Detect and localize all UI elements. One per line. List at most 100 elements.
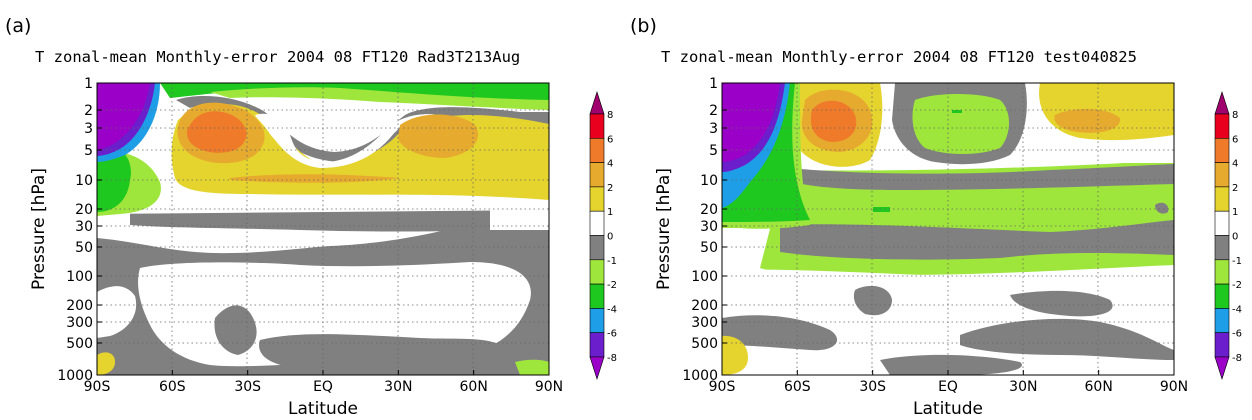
y-tick-label: 20 bbox=[75, 202, 93, 218]
colorbar-label: -8 bbox=[1232, 353, 1242, 364]
colorbar-label: 8 bbox=[1232, 110, 1238, 121]
y-tick-label: 2 bbox=[84, 103, 93, 119]
contour-b-red-left bbox=[810, 100, 857, 142]
panel-b: (b) T zonal-mean Monthly-error 2004 08 F… bbox=[630, 15, 1242, 419]
y-tick-label: 30 bbox=[75, 219, 93, 235]
x-tick-label: 30N bbox=[384, 379, 412, 395]
contour-b-yellow-bottom-left bbox=[722, 335, 748, 375]
colorbar-segment bbox=[589, 235, 605, 261]
y-tick-label: 10 bbox=[75, 173, 93, 189]
panel-a: (a) T zonal-mean Monthly-error 2004 08 F… bbox=[5, 15, 617, 419]
colorbar-segment bbox=[1214, 138, 1230, 163]
contour-b-orange-right bbox=[1054, 108, 1121, 133]
colorbar-segment bbox=[1214, 283, 1230, 309]
panel-a-grid bbox=[97, 83, 549, 375]
contour-a-green-bottom-right bbox=[515, 359, 549, 375]
contour-b-green-dot-2 bbox=[873, 207, 890, 212]
colorbar-segment bbox=[589, 138, 605, 163]
y-tick-label: 1 bbox=[709, 76, 718, 92]
colorbar-segment bbox=[589, 332, 605, 358]
colorbar-label: -6 bbox=[1232, 329, 1242, 340]
x-tick-label: 30S bbox=[859, 379, 886, 395]
contour-a-orange-thin bbox=[230, 174, 400, 183]
y-tick-label: 100 bbox=[691, 269, 718, 285]
y-tick-label: 3 bbox=[709, 121, 718, 137]
colorbar-bottom-triangle bbox=[1214, 356, 1230, 380]
panel-b-ylabel: Pressure [hPa] bbox=[654, 168, 674, 290]
contour-a-gray-blob-2 bbox=[259, 334, 511, 370]
contour-a-orange-right bbox=[398, 114, 479, 158]
colorbar-segment bbox=[589, 259, 605, 285]
y-tick-label: 20 bbox=[700, 202, 718, 218]
contour-b-purple-left bbox=[722, 83, 780, 162]
colorbar-label: 0 bbox=[1232, 232, 1238, 243]
colorbar-segment bbox=[1214, 162, 1230, 188]
contour-b-gray-blob-1 bbox=[722, 315, 838, 351]
contour-a-red-left bbox=[187, 111, 247, 153]
contour-b-gray-blob-3 bbox=[1010, 290, 1113, 317]
x-tick-label: 60S bbox=[159, 379, 186, 395]
colorbar-segment bbox=[1214, 210, 1230, 236]
panel-b-label: (b) bbox=[630, 15, 657, 37]
colorbar-label: 2 bbox=[1232, 183, 1238, 194]
colorbar-segment bbox=[589, 283, 605, 309]
colorbar-segment bbox=[589, 113, 605, 139]
colorbar-label: -4 bbox=[1232, 304, 1242, 315]
colorbar-label: 1 bbox=[1232, 207, 1238, 218]
y-tick-label: 1 bbox=[84, 76, 93, 92]
y-tick-label: 500 bbox=[691, 336, 718, 352]
contour-b-gray-blob-2 bbox=[960, 318, 1174, 360]
colorbar-segment bbox=[1214, 235, 1230, 261]
y-tick-label: 500 bbox=[66, 336, 93, 352]
colorbar-label: 1 bbox=[607, 207, 613, 218]
colorbar-segment bbox=[1214, 186, 1230, 212]
contour-b-lightgreen-ring bbox=[912, 94, 1009, 154]
y-tick-label: 300 bbox=[691, 315, 718, 331]
colorbar-label: 0 bbox=[607, 232, 613, 243]
panel-a-colorbar: 8 6 4 2 1 0 -1 -2 -4 -6 -8 bbox=[589, 91, 617, 380]
contour-a-lightgreen-top bbox=[210, 87, 549, 110]
colorbar-label: 2 bbox=[607, 183, 613, 194]
panel-b-colorbar: 8 6 4 2 1 0 -1 -2 -4 -6 -8 bbox=[1214, 91, 1242, 380]
panel-b-title: T zonal-mean Monthly-error 2004 08 FT120… bbox=[661, 48, 1137, 66]
colorbar-segment bbox=[589, 308, 605, 333]
x-tick-label: 90N bbox=[535, 379, 563, 395]
panel-b-grid bbox=[722, 83, 1174, 375]
contour-a-white-lower-b bbox=[97, 286, 137, 338]
colorbar-label: -1 bbox=[1232, 256, 1242, 267]
y-tick-label: 1000 bbox=[57, 368, 93, 384]
colorbar-top-triangle bbox=[1214, 91, 1230, 115]
colorbar-top-triangle bbox=[589, 91, 605, 115]
contour-a-white-strip-2 bbox=[97, 190, 549, 214]
panel-a-title: T zonal-mean Monthly-error 2004 08 FT120… bbox=[35, 48, 520, 66]
colorbar-label: 4 bbox=[607, 159, 613, 170]
x-tick-label: 90S bbox=[709, 379, 736, 395]
contour-a-purple-left bbox=[97, 83, 150, 150]
y-tick-label: 50 bbox=[700, 240, 718, 256]
colorbar-label: -8 bbox=[607, 353, 617, 364]
y-tick-label: 5 bbox=[709, 143, 718, 159]
x-tick-label: 30S bbox=[234, 379, 261, 395]
x-tick-label: 60N bbox=[1085, 379, 1113, 395]
colorbar-label: 4 bbox=[1232, 159, 1238, 170]
contour-b-gray-blob-5 bbox=[880, 354, 1022, 375]
x-tick-label: 60N bbox=[460, 379, 488, 395]
contour-b-gray-dot bbox=[1155, 202, 1169, 214]
x-tick-label: 60S bbox=[784, 379, 811, 395]
x-tick-label: 90N bbox=[1160, 379, 1188, 395]
y-tick-label: 1000 bbox=[682, 368, 718, 384]
y-tick-label: 50 bbox=[75, 240, 93, 256]
colorbar-label: -1 bbox=[607, 256, 617, 267]
panel-a-xlabel: Latitude bbox=[288, 399, 358, 419]
colorbar-segment bbox=[589, 210, 605, 236]
colorbar-segment bbox=[1214, 308, 1230, 333]
colorbar-label: 6 bbox=[1232, 134, 1238, 145]
contour-a-white-interior bbox=[255, 113, 440, 168]
colorbar-segment bbox=[1214, 332, 1230, 358]
y-tick-label: 30 bbox=[700, 219, 718, 235]
x-tick-label: 30N bbox=[1009, 379, 1037, 395]
colorbar-segment bbox=[589, 186, 605, 212]
panel-b-xlabel: Latitude bbox=[913, 399, 983, 419]
